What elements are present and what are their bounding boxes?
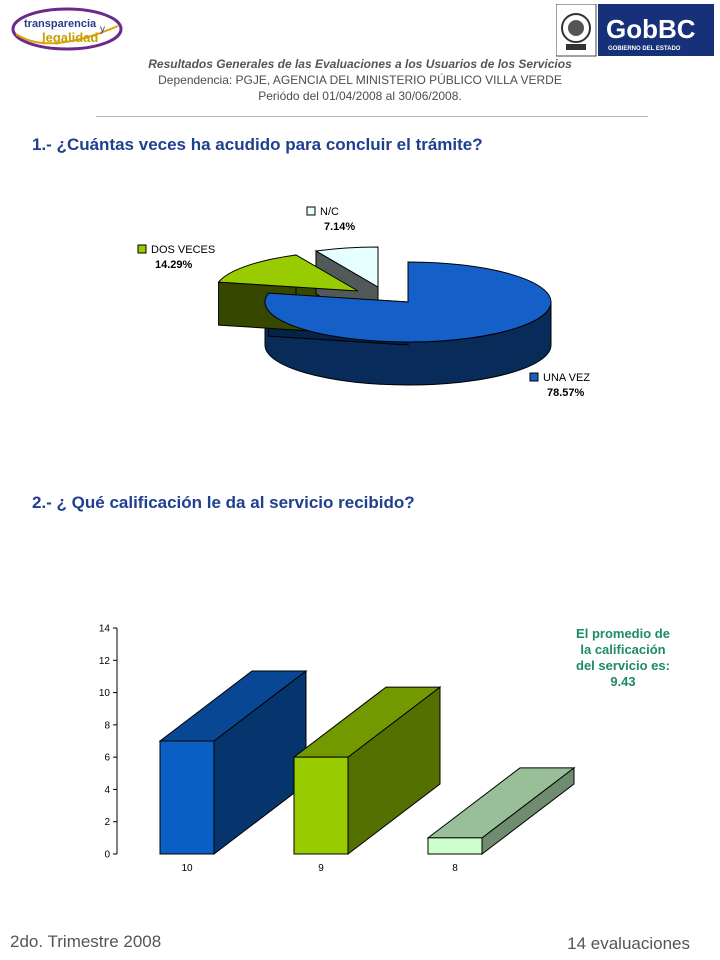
pie-slice-1 xyxy=(217,254,359,292)
bar-10 xyxy=(158,669,308,856)
visits-pie-chart: UNA VEZ 78.57% DOS VECES 14.29% N/C 7.14% xyxy=(137,206,590,399)
rating-bar-chart: 0 2 4 6 8 10 12 14 10 9 8 xyxy=(99,624,576,874)
question-1-title: 1.- ¿Cuántas veces ha acudido para concl… xyxy=(32,135,483,154)
svg-text:GOBIERNO DEL ESTADO: GOBIERNO DEL ESTADO xyxy=(608,46,681,52)
y-tick-label: 2 xyxy=(104,817,110,828)
pie-label-0: UNA VEZ xyxy=(543,372,590,384)
average-rating-note: El promedio de la calificación del servi… xyxy=(548,626,698,690)
bar-8 xyxy=(426,766,576,856)
x-tick-labels: 10 9 8 xyxy=(181,863,458,874)
y-axis: 0 2 4 6 8 10 12 14 xyxy=(99,624,118,861)
pie-value-1: 14.29% xyxy=(155,259,193,271)
bar-9 xyxy=(292,686,442,856)
y-tick-label: 12 xyxy=(99,656,111,667)
y-tick-label: 0 xyxy=(104,850,110,861)
bars xyxy=(158,669,576,856)
evaluations-count: 14 evaluaciones xyxy=(567,934,690,953)
svg-text:legalidad: legalidad xyxy=(42,30,98,45)
svg-text:y: y xyxy=(100,24,105,35)
quarter-label: 2do. Trimestre 2008 xyxy=(10,932,162,951)
svg-text:transparencia: transparencia xyxy=(24,18,97,30)
report-title: Resultados Generales de las Evaluaciones… xyxy=(148,57,572,71)
pie-label-1: DOS VECES xyxy=(151,244,215,256)
dependency-text: Dependencia: PGJE, AGENCIA DEL MINISTERI… xyxy=(158,73,562,87)
y-tick-label: 8 xyxy=(104,720,110,731)
bar-front-10 xyxy=(159,740,215,855)
y-tick-label: 14 xyxy=(99,624,111,635)
transparencia-legalidad-logo: transparencia y legalidad xyxy=(8,4,126,54)
y-tick-label: 10 xyxy=(99,688,111,699)
average-line-3: del servicio es: xyxy=(576,658,670,673)
pie-top-faces xyxy=(217,246,552,343)
x-tick-label-8: 8 xyxy=(452,863,458,874)
pie-legend-swatch-1 xyxy=(137,244,147,254)
average-value: 9.43 xyxy=(610,674,636,689)
pie-slice-0 xyxy=(264,261,552,343)
period-text: Periódo del 01/04/2008 al 30/06/2008. xyxy=(258,89,462,103)
pie-label-2: N/C xyxy=(320,206,339,218)
pie-slice-2 xyxy=(314,246,379,288)
average-line-2: la calificación xyxy=(580,642,666,657)
pie-value-0: 78.57% xyxy=(547,387,585,399)
bar-front-9 xyxy=(293,756,349,855)
pie-legend-swatch-2 xyxy=(306,206,316,216)
pie-legend-swatch-0 xyxy=(529,372,539,382)
average-line-1: El promedio de xyxy=(576,626,670,641)
bar-front-8 xyxy=(427,837,483,855)
svg-text:GobBC: GobBC xyxy=(606,14,696,44)
y-tick-label: 6 xyxy=(104,753,110,764)
x-tick-label-10: 10 xyxy=(181,863,193,874)
header-divider xyxy=(96,116,648,117)
x-tick-label-9: 9 xyxy=(318,863,324,874)
pie-labels: UNA VEZ 78.57% DOS VECES 14.29% N/C 7.14% xyxy=(137,206,590,399)
question-2-title: 2.- ¿ Qué calificación le da al servicio… xyxy=(32,493,415,512)
pie-value-2: 7.14% xyxy=(324,221,355,233)
gobbc-logo: GobBC GOBIERNO DEL ESTADO xyxy=(555,3,714,58)
y-tick-label: 4 xyxy=(104,785,110,796)
